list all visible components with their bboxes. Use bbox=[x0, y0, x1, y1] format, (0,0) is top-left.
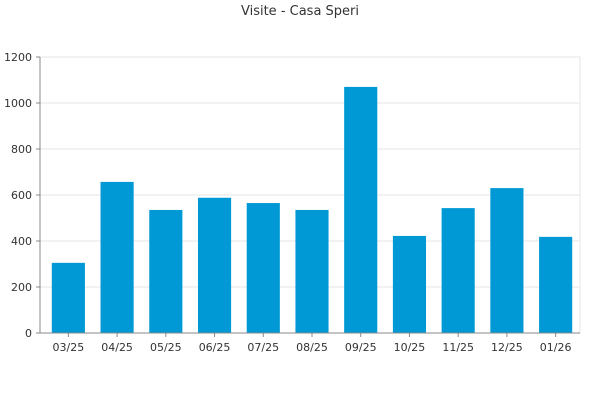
bar-07-25 bbox=[246, 203, 280, 333]
x-tick-label: 09/25 bbox=[345, 341, 377, 354]
bar-03-25 bbox=[51, 262, 85, 333]
x-tick-label: 07/25 bbox=[247, 341, 279, 354]
y-tick-label: 400 bbox=[11, 235, 32, 248]
y-tick-label: 1200 bbox=[4, 51, 32, 64]
axes bbox=[36, 56, 580, 337]
y-axis-tick-labels: 0 200 400 600 800 1000 1200 bbox=[4, 51, 32, 340]
y-tick-label: 600 bbox=[11, 189, 32, 202]
x-tick-label: 05/25 bbox=[150, 341, 182, 354]
x-tick-label: 08/25 bbox=[296, 341, 328, 354]
bar-05-25 bbox=[149, 209, 183, 333]
x-tick-label: 04/25 bbox=[101, 341, 133, 354]
bar-10-25 bbox=[392, 235, 427, 333]
x-tick-label: 11/25 bbox=[442, 341, 474, 354]
bar-11-25 bbox=[441, 208, 475, 333]
y-tick-label: 0 bbox=[25, 327, 32, 340]
bar-12-25 bbox=[490, 188, 524, 333]
x-tick-label: 01/26 bbox=[540, 341, 572, 354]
y-tick-label: 800 bbox=[11, 143, 32, 156]
bar-08-25 bbox=[295, 209, 329, 333]
y-tick-label: 200 bbox=[11, 281, 32, 294]
x-tick-label: 06/25 bbox=[199, 341, 231, 354]
bar-09-25 bbox=[344, 86, 378, 334]
x-tick-label: 10/25 bbox=[394, 341, 426, 354]
x-tick-label: 03/25 bbox=[53, 341, 85, 354]
bar-01-26 bbox=[539, 236, 573, 333]
x-axis-tick-labels: 03/25 04/25 05/25 06/25 07/25 08/25 09/25 10/25… bbox=[53, 341, 572, 354]
x-tick-label: 12/25 bbox=[491, 341, 523, 354]
chart-title: Visite - Casa Speri bbox=[241, 4, 359, 19]
y-tick-label: 1000 bbox=[4, 97, 32, 110]
bars bbox=[51, 86, 573, 334]
bar-04-25 bbox=[100, 181, 134, 333]
bar-06-25 bbox=[197, 197, 232, 333]
